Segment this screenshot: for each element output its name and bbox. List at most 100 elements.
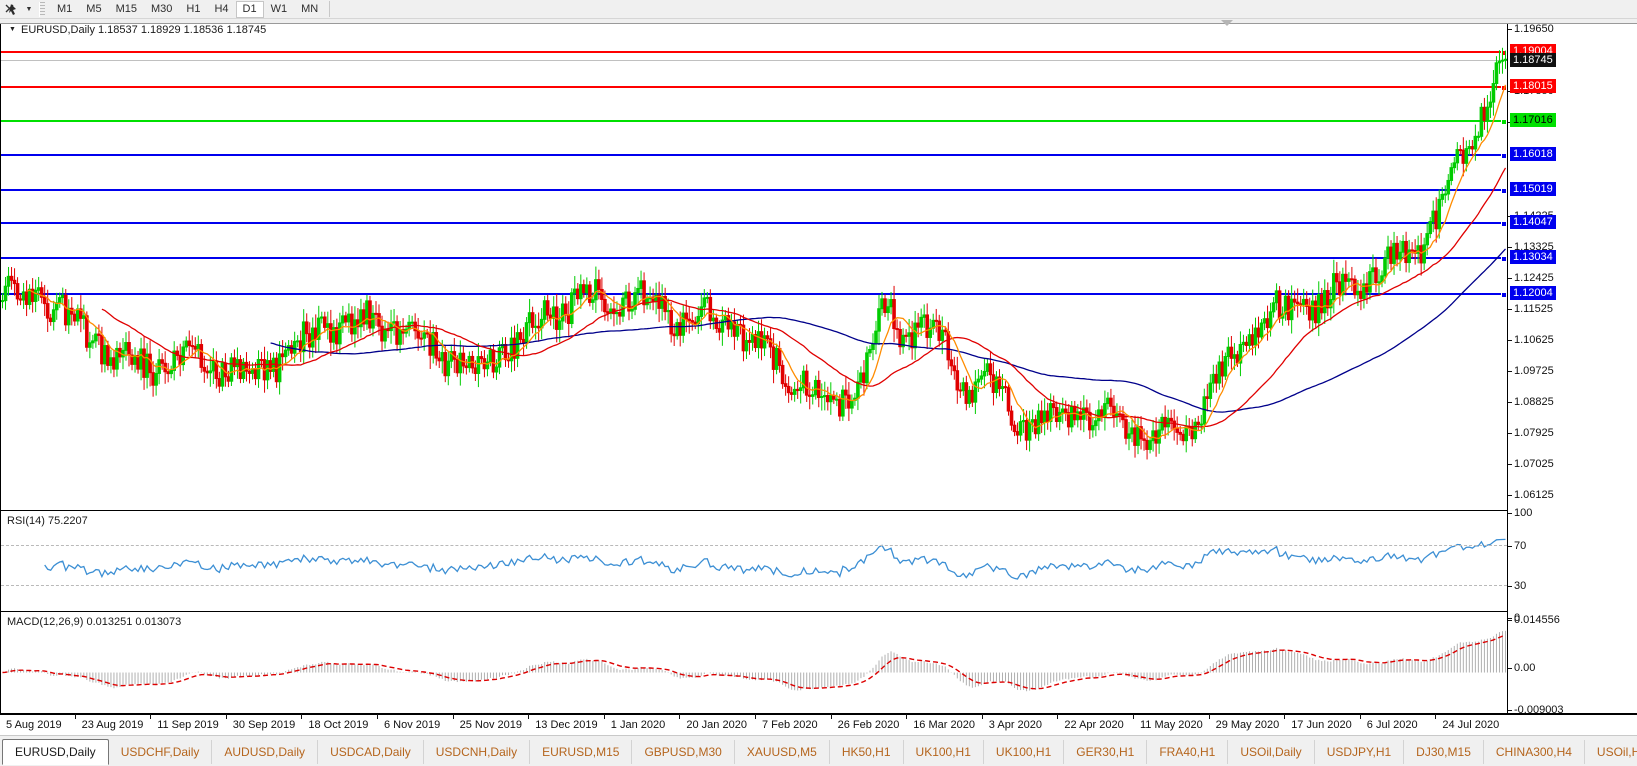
date-tick: 11 Sep 2019 xyxy=(150,714,219,731)
date-axis: 5 Aug 2019 23 Aug 2019 11 Sep 2019 30 Sep 2… xyxy=(0,714,1637,735)
date-tick: 30 Sep 2019 xyxy=(225,714,296,731)
chart-tab-fra40-h1[interactable]: FRA40,H1 xyxy=(1147,740,1229,764)
date-tick: 1 Jan 2020 xyxy=(603,714,666,731)
price-tick-1.11525: 1.11525 xyxy=(1508,303,1553,316)
level-line-1.15019[interactable] xyxy=(1,187,1507,194)
chart-tab-gbpusd-m30[interactable]: GBPUSD,M30 xyxy=(632,740,735,764)
price-scale[interactable]: 1.196501.178501.169501.142251.133251.124… xyxy=(1507,20,1637,716)
level-line-1.18745[interactable] xyxy=(1,60,1507,62)
chart-tab-uk100-h1[interactable]: UK100,H1 xyxy=(904,740,984,764)
level-line-1.14047[interactable] xyxy=(1,221,1507,228)
chart-top-strip xyxy=(0,19,1637,24)
level-line-1.16018[interactable] xyxy=(1,153,1507,160)
rsi-pane[interactable]: RSI(14) 75.2207 xyxy=(1,512,1507,612)
date-tick: 29 May 2020 xyxy=(1208,714,1280,731)
level-handle[interactable] xyxy=(1501,118,1507,125)
level-line-1.12004[interactable] xyxy=(1,291,1507,298)
timeframe-m15[interactable]: M15 xyxy=(115,3,137,15)
price-pane[interactable]: ▼ EURUSD,Daily 1.18537 1.18929 1.18536 1… xyxy=(1,20,1507,511)
macd-series-svg xyxy=(2,630,1506,692)
level-line-1.19004[interactable] xyxy=(1,50,1507,57)
chart-tab-xauusd-m5[interactable]: XAUUSD,M5 xyxy=(735,740,830,764)
chart-tab-hk50-h1[interactable]: HK50,H1 xyxy=(830,740,904,764)
chart-tabbar: EURUSD,Daily USDCHF,Daily AUDUSD,Daily USDC… xyxy=(0,735,1637,766)
chevron-down-icon[interactable]: ▼ xyxy=(25,5,33,13)
price-tick-1.07025: 1.07025 xyxy=(1508,458,1554,471)
rsi-tick-100: 100 xyxy=(1507,507,1533,519)
toolbar-grip[interactable] xyxy=(39,1,45,17)
date-tick: 13 Dec 2019 xyxy=(528,714,598,731)
level-handle[interactable] xyxy=(1501,221,1507,228)
price-tick-1.08825: 1.08825 xyxy=(1508,396,1554,409)
timeframe-w1[interactable]: W1 xyxy=(270,3,288,15)
level-handle[interactable] xyxy=(1501,256,1507,263)
timeframe-mn[interactable]: MN xyxy=(301,3,319,15)
date-tick: 20 Jan 2020 xyxy=(679,714,747,731)
rsi-level-30 xyxy=(1,585,1507,586)
level-handle[interactable] xyxy=(1501,50,1507,57)
price-badge-1.15019[interactable]: 1.15019 xyxy=(1510,181,1556,196)
chart-tab-usoil-daily[interactable]: USOil,Daily xyxy=(1228,740,1315,764)
price-badge-1.17016[interactable]: 1.17016 xyxy=(1510,112,1556,127)
level-handle[interactable] xyxy=(1501,291,1507,298)
date-tick: 6 Jul 2020 xyxy=(1359,714,1418,731)
price-series-svg xyxy=(1,47,1507,460)
date-tick: 11 May 2020 xyxy=(1133,714,1203,731)
scroll-position-marker[interactable] xyxy=(1221,20,1233,26)
macd-label: MACD(12,26,9) 0.013251 0.013073 xyxy=(7,616,182,628)
chart-tab-eurusd-daily[interactable]: EURUSD,Daily xyxy=(2,739,109,765)
date-tick: 17 Jun 2020 xyxy=(1284,714,1352,731)
symbol-ohlc-label: EURUSD,Daily 1.18537 1.18929 1.18536 1.1… xyxy=(21,24,267,36)
rsi-tick-70: 70 xyxy=(1507,540,1527,552)
crosshair-icon[interactable] xyxy=(0,0,22,18)
date-tick: 25 Nov 2019 xyxy=(452,714,522,731)
price-tick-1.10625: 1.10625 xyxy=(1508,334,1554,347)
rsi-line xyxy=(44,538,1506,580)
price-badge-1.16018[interactable]: 1.16018 xyxy=(1510,147,1556,162)
chart-tab-usoil-h[interactable]: USOil,H xyxy=(1585,740,1637,764)
rsi-tick-30: 30 xyxy=(1507,580,1527,592)
price-badge-1.18015[interactable]: 1.18015 xyxy=(1510,78,1556,93)
ma-fast-line xyxy=(26,84,1507,440)
triangle-down-icon[interactable]: ▼ xyxy=(9,26,16,33)
chart-tab-eurusd-m15[interactable]: EURUSD,M15 xyxy=(530,740,633,764)
ma-slow-line xyxy=(270,248,1506,413)
price-badge-1.14047[interactable]: 1.14047 xyxy=(1510,215,1556,230)
level-line-1.17016[interactable] xyxy=(1,118,1507,125)
chart-tab-usdcnh-daily[interactable]: USDCNH,Daily xyxy=(424,740,531,764)
price-tick-1.12425: 1.12425 xyxy=(1508,272,1554,285)
price-badge-1.12004[interactable]: 1.12004 xyxy=(1510,285,1556,300)
timeframe-h1[interactable]: H1 xyxy=(186,3,201,15)
chart-tab-usdchf-daily[interactable]: USDCHF,Daily xyxy=(109,740,213,764)
date-tick: 3 Apr 2020 xyxy=(981,714,1043,731)
macd-histogram xyxy=(5,630,1506,692)
timeframe-m30[interactable]: M30 xyxy=(150,3,173,15)
chart-tab-ger30-h1[interactable]: GER30,H1 xyxy=(1064,740,1148,764)
price-badge-1.13034[interactable]: 1.13034 xyxy=(1510,250,1556,265)
price-badge-1.18745[interactable]: 1.18745 xyxy=(1510,53,1556,68)
macd-tick-0.00: 0.00 xyxy=(1507,662,1536,674)
rsi-label: RSI(14) 75.2207 xyxy=(7,515,88,527)
chart-tab-dj30-m15[interactable]: DJ30,M15 xyxy=(1404,740,1484,764)
level-line-1.13034[interactable] xyxy=(1,256,1507,263)
timeframe-d1[interactable]: D1 xyxy=(235,0,264,18)
date-tick: 6 Nov 2019 xyxy=(376,714,441,731)
date-tick: 24 Jul 2020 xyxy=(1435,714,1500,731)
chart-tab-china300-h4[interactable]: CHINA300,H4 xyxy=(1484,740,1585,764)
price-tick-1.07925: 1.07925 xyxy=(1508,427,1554,440)
chart-tab-usdjpy-h1[interactable]: USDJPY,H1 xyxy=(1315,740,1405,764)
chart-tab-uk100-h1[interactable]: UK100,H1 xyxy=(984,740,1065,764)
timeframe-h4[interactable]: H4 xyxy=(214,3,229,15)
toolbar-separator xyxy=(329,1,331,17)
level-handle[interactable] xyxy=(1501,187,1507,194)
timeframe-m1[interactable]: M1 xyxy=(57,3,73,15)
date-tick: 7 Feb 2020 xyxy=(755,714,818,731)
rsi-tick-0: 0 xyxy=(1507,612,1521,624)
chart-tab-audusd-daily[interactable]: AUDUSD,Daily xyxy=(212,740,319,764)
level-handle[interactable] xyxy=(1501,153,1507,160)
chart-tab-usdcad-daily[interactable]: USDCAD,Daily xyxy=(318,740,424,764)
chart-frame: ▼ EURUSD,Daily 1.18537 1.18929 1.18536 1… xyxy=(0,19,1637,716)
timeframe-m5[interactable]: M5 xyxy=(86,3,102,15)
macd-pane[interactable]: MACD(12,26,9) 0.013251 0.013073 xyxy=(1,613,1507,713)
